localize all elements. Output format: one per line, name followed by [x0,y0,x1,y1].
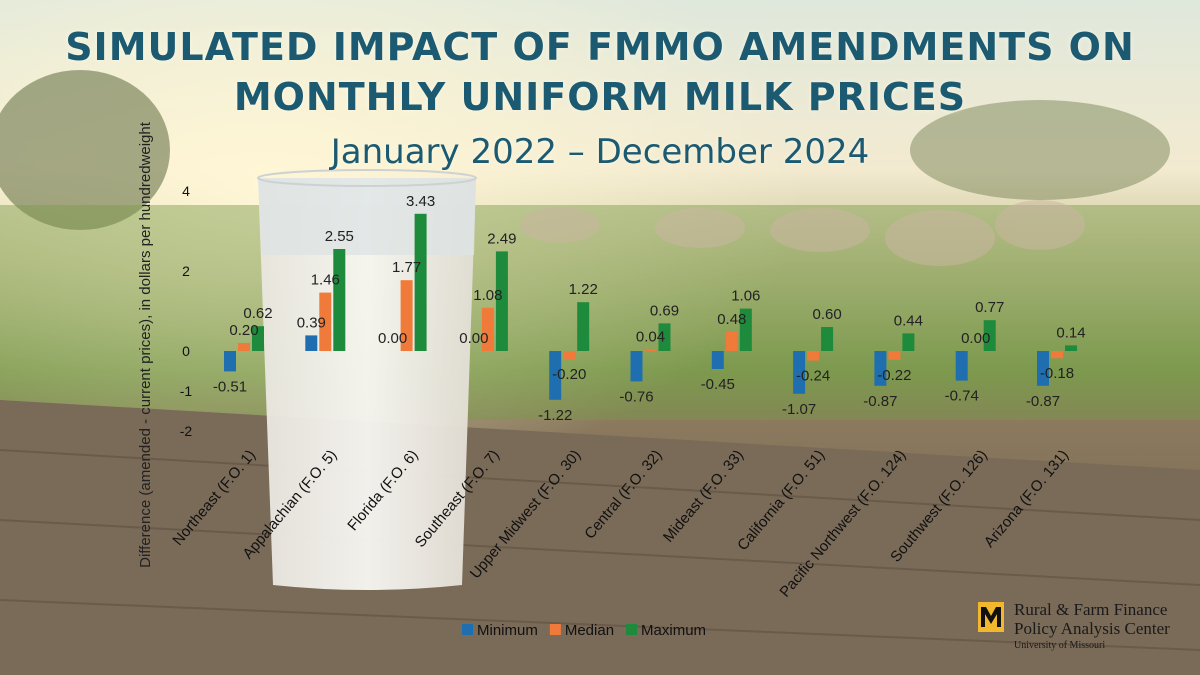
logo-line-1: Rural & Farm Finance [1014,600,1168,619]
x-tick-label: Central (F.O. 32) [581,447,665,543]
bar-median [1051,351,1063,359]
bar-minimum [874,351,887,386]
bar-maximum [1065,345,1077,351]
legend-swatch-median [549,624,561,635]
data-label: 2.55 [325,228,354,245]
bar-minimum [630,351,643,382]
chart-title: SIMULATED IMPACT OF FMMO AMENDMENTS ON M… [65,25,1135,119]
logo-line-3: University of Missouri [1014,640,1106,651]
legend-label-median: Median [565,622,614,639]
logo-line-2: Policy Analysis Center [1014,619,1170,638]
bar-series [224,213,1077,400]
legend: Minimum Median Maximum [462,622,706,639]
bar-minimum [549,351,562,400]
data-label: -0.51 [213,378,247,395]
bar-maximum [495,251,508,351]
x-tick-label: Southeast (F.O. 7) [412,447,503,551]
bar-maximum [414,213,427,351]
data-label: -1.07 [782,401,816,418]
bar-maximum [658,323,671,351]
data-label: 0.14 [1056,324,1085,341]
data-label: -0.18 [1040,365,1074,382]
data-label: 0.48 [717,311,746,328]
data-label: 0.69 [650,302,679,319]
bar-minimum [1037,351,1049,386]
bar-median [481,307,494,351]
data-label: -0.20 [552,366,586,383]
data-label: 1.06 [731,288,760,305]
y-tick-label: 2 [182,263,190,279]
data-label: 2.49 [487,230,516,247]
data-label: 0.44 [894,312,923,329]
bar-maximum [821,327,834,351]
x-tick-label: Arizona (F.O. 131) [981,447,1072,551]
x-tick-label: California (F.O. 51) [734,447,828,554]
x-tick-label: Appalachian (F.O. 5) [239,447,340,563]
data-label: -0.87 [863,393,897,410]
data-labels: -0.51 0.200.62 0.39 1.46 2.55 0.00 1.77 3.43 0.0… [213,193,1086,424]
chart-subtitle: January 2022 – December 2024 [330,132,870,172]
data-label: -0.22 [877,367,911,384]
bar-median [888,351,901,360]
data-label: 0.00 [961,330,990,347]
data-label: 0.20 [229,322,258,339]
bar-maximum [902,333,915,351]
bar-maximum [333,249,346,351]
bar-median [563,351,576,359]
y-axis-label: Difference (amended - current prices), i… [137,121,154,568]
bar-median [725,331,738,351]
x-axis-labels: Northeast (F.O. 1)Appalachian (F.O. 5) Fl… [169,447,1072,601]
data-label: -0.24 [796,368,830,385]
data-label: 0.00 [459,330,488,347]
bar-minimum [793,351,806,394]
y-tick-label: -2 [180,423,193,439]
data-label: 3.43 [406,193,435,210]
data-label: -0.76 [619,388,653,405]
data-label: -0.87 [1026,393,1060,410]
bar-median [400,280,413,351]
legend-label-minimum: Minimum [477,622,538,639]
bar-median [238,343,250,351]
y-tick-label: 4 [182,183,190,199]
data-label: -0.74 [945,388,979,405]
bar-maximum [739,308,752,351]
data-label: 0.04 [636,328,665,345]
bar-median [644,349,657,351]
y-axis: 4 2 0 -1 -2 [180,183,193,439]
legend-swatch-maximum [626,624,638,635]
data-label: 0.77 [975,299,1004,316]
data-label: -1.22 [538,407,572,424]
rffpac-logo: Rural & Farm Finance Policy Analysis Cen… [978,600,1188,660]
legend-swatch-minimum [462,624,473,635]
data-label: 0.62 [243,305,272,322]
x-tick-label: Mideast (F.O. 33) [660,447,747,546]
data-label: 1.22 [569,281,598,298]
x-tick-label: Florida (F.O. 6) [344,447,421,535]
y-tick-label: -1 [180,383,193,399]
bar-maximum [577,302,590,351]
data-label: -0.45 [701,376,735,393]
bar-minimum [711,351,724,369]
y-tick-label: 0 [182,343,190,359]
bar-minimum [224,351,236,372]
data-label: 1.08 [473,287,502,304]
bar-median [807,351,820,361]
bar-minimum [305,335,318,351]
legend-label-maximum: Maximum [641,622,706,639]
bar-median [319,292,332,351]
bar-maximum [252,326,264,351]
data-label: 1.77 [392,259,421,276]
data-label: 0.60 [812,306,841,323]
mizzou-m-icon [978,602,1004,632]
data-label: 0.00 [378,330,407,347]
bar-maximum [983,320,996,351]
data-label: 1.46 [311,272,340,289]
x-tick-label: Northeast (F.O. 1) [169,447,259,549]
bar-minimum [955,351,968,381]
data-label: 0.39 [297,314,326,331]
